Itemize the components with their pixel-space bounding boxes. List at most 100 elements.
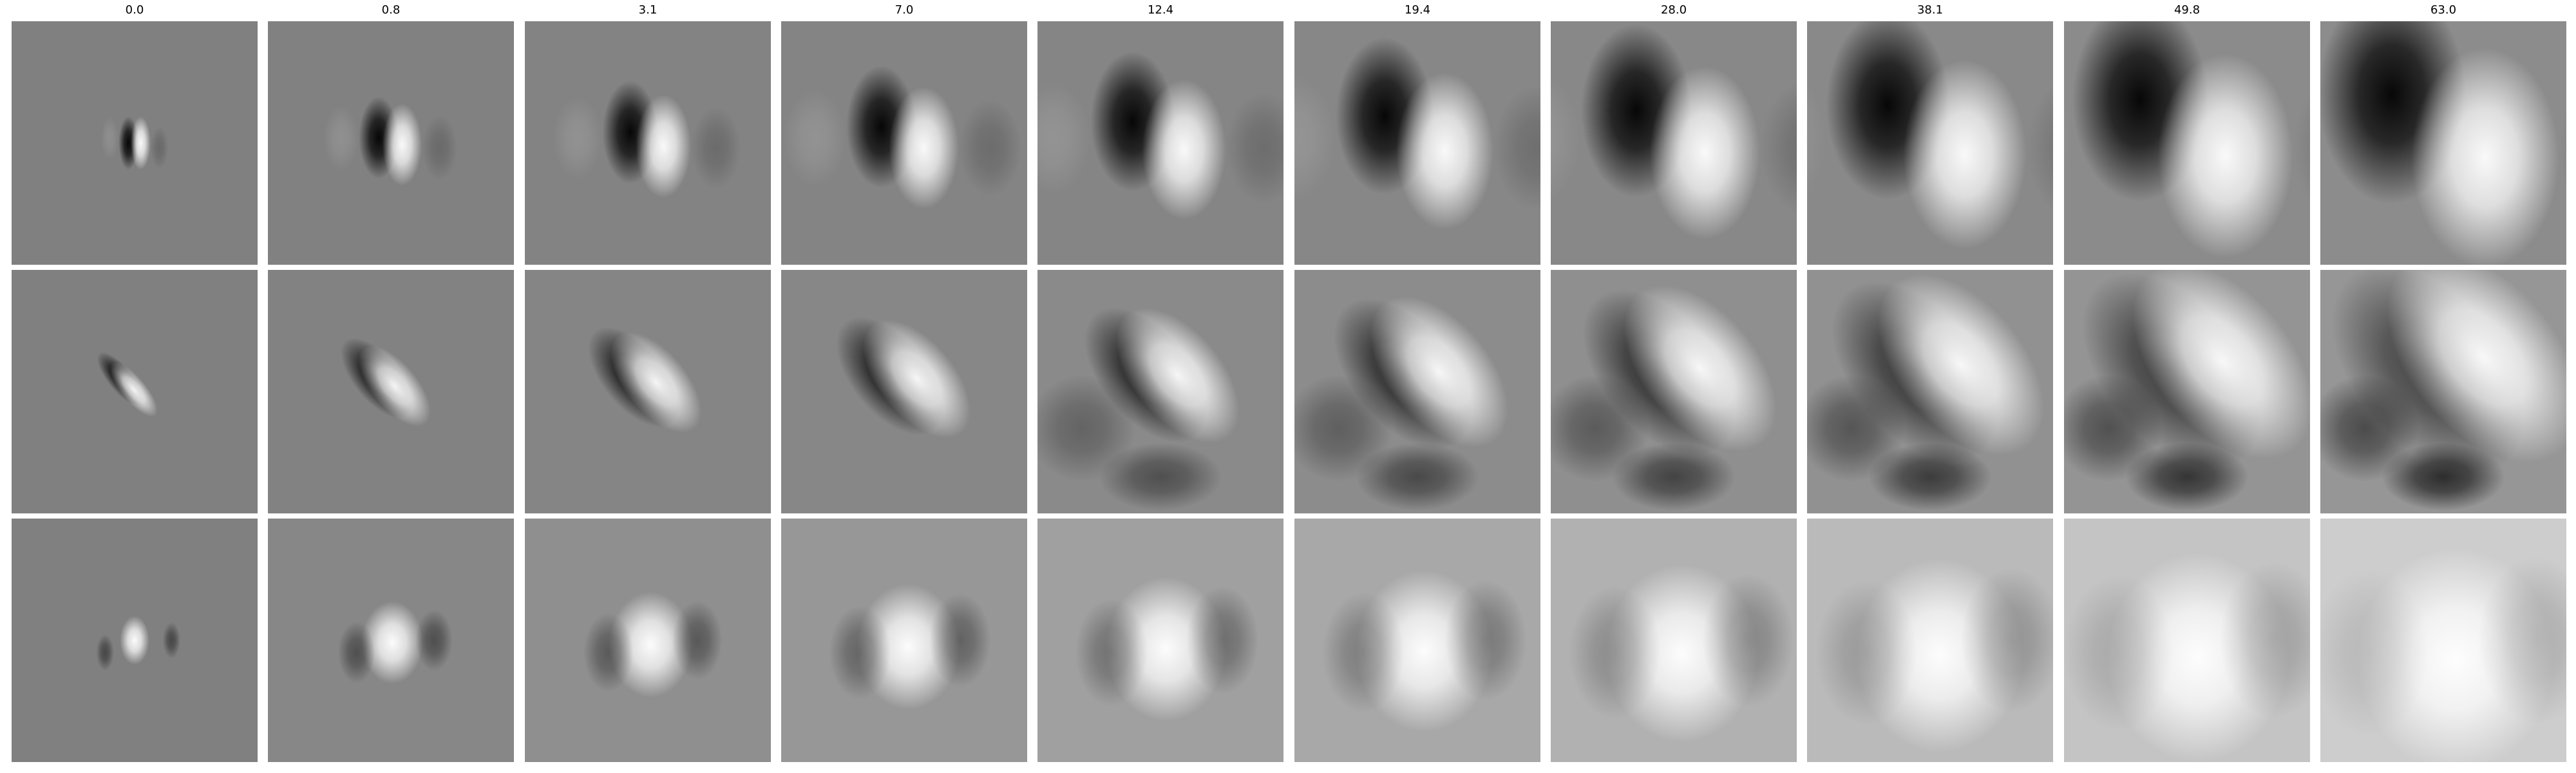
light-lobe: [1877, 274, 2045, 455]
light-lobe: [1142, 79, 1226, 220]
light-lobe: [382, 103, 422, 186]
filter-image: [781, 270, 1027, 513]
dark-lobe: [1612, 443, 1736, 511]
light-lobe: [2411, 48, 2559, 265]
light-lobe: [1294, 75, 1336, 201]
image-panel: [1807, 519, 2053, 762]
light-lobe: [2132, 270, 2310, 459]
dark-lobe: [1569, 586, 1661, 720]
dark-lobe: [2219, 562, 2310, 719]
filter-image: [781, 21, 1027, 265]
light-lobe: [1116, 307, 1240, 443]
dark-lobe: [2559, 108, 2566, 188]
light-lobe: [100, 117, 119, 160]
dark-lobe: [337, 621, 375, 683]
dark-lobe: [162, 622, 181, 659]
light-lobe: [1037, 82, 1091, 195]
filter-image: [2320, 21, 2566, 265]
image-panel: [1294, 270, 1540, 513]
light-lobe: [611, 332, 702, 433]
filter-image: [268, 519, 514, 762]
image-panel: [1294, 21, 1540, 265]
dark-lobe: [583, 613, 634, 692]
filter-image: [1807, 519, 2053, 762]
column-title: 63.0: [2430, 3, 2457, 17]
filter-image: [1294, 21, 1540, 265]
light-lobe: [783, 89, 847, 187]
image-panel: [525, 270, 771, 513]
filter-image: [268, 21, 514, 265]
light-lobe: [358, 345, 431, 426]
filter-image: [2064, 21, 2310, 265]
dark-lobe: [1322, 591, 1405, 713]
light-lobe: [553, 97, 603, 180]
image-panel: [525, 519, 771, 762]
filter-image: [525, 519, 771, 762]
dark-lobe: [96, 634, 114, 671]
image-panel: [12, 519, 258, 762]
dark-lobe: [1099, 443, 1222, 511]
light-lobe: [2157, 53, 2293, 258]
column-title: 38.1: [1917, 3, 1944, 17]
column-title: 0.0: [125, 3, 144, 17]
light-lobe: [1396, 72, 1493, 230]
filter-image: [1037, 519, 1283, 762]
light-lobe: [120, 616, 149, 665]
image-panel: [2064, 21, 2310, 265]
dark-lobe: [1551, 374, 1649, 482]
light-lobe: [1903, 59, 2027, 249]
dark-lobe: [929, 593, 991, 688]
light-lobe: [131, 116, 151, 170]
dark-lobe: [1294, 374, 1393, 482]
image-panel: [1294, 519, 1540, 762]
filter-image: [525, 21, 771, 265]
image-panel: [1551, 21, 1797, 265]
column-title: 12.4: [1147, 3, 1174, 17]
image-panel: [2320, 270, 2566, 513]
filter-image: [781, 519, 1027, 762]
light-lobe: [1624, 285, 1777, 452]
dark-lobe: [2382, 443, 2505, 511]
image-panel: [2320, 519, 2566, 762]
light-lobe: [889, 86, 959, 209]
filter-image: [2320, 519, 2566, 762]
filter-image: [2064, 270, 2310, 513]
image-panel: [12, 270, 258, 513]
filter-image: [1551, 21, 1797, 265]
dark-lobe: [150, 126, 169, 169]
image-panel: [2064, 270, 2310, 513]
dark-lobe: [2293, 91, 2310, 205]
light-lobe: [1370, 296, 1509, 448]
filter-image: [1807, 21, 2053, 265]
filter-image: [1551, 519, 1797, 762]
dark-lobe: [958, 99, 1022, 197]
image-panel: [268, 519, 514, 762]
filter-image: [268, 270, 514, 513]
image-panel: [525, 21, 771, 265]
image-panel: [268, 21, 514, 265]
light-lobe: [636, 94, 692, 198]
image-panel: [1551, 519, 1797, 762]
dark-lobe: [1356, 443, 1479, 511]
dark-lobe: [1759, 81, 1797, 215]
dark-lobe: [2320, 568, 2429, 737]
filter-image: [12, 519, 258, 762]
image-panel: [268, 270, 514, 513]
light-lobe: [1551, 74, 1581, 202]
filter-image: [1551, 270, 1797, 513]
light-lobe: [361, 601, 424, 684]
image-panel: [1807, 21, 2053, 265]
filter-image: [1037, 21, 1283, 265]
column-title: 19.4: [1404, 3, 1431, 17]
filter-image: [1294, 270, 1540, 513]
filter-image: [12, 270, 258, 513]
image-panel: [1807, 270, 2053, 513]
image-panel: [781, 270, 1027, 513]
dark-lobe: [1868, 443, 1992, 511]
filter-image: [2064, 519, 2310, 762]
image-panel: [2320, 21, 2566, 265]
column-title: 28.0: [1660, 3, 1687, 17]
filter-image: [1807, 270, 2053, 513]
image-panel: [1037, 21, 1283, 265]
